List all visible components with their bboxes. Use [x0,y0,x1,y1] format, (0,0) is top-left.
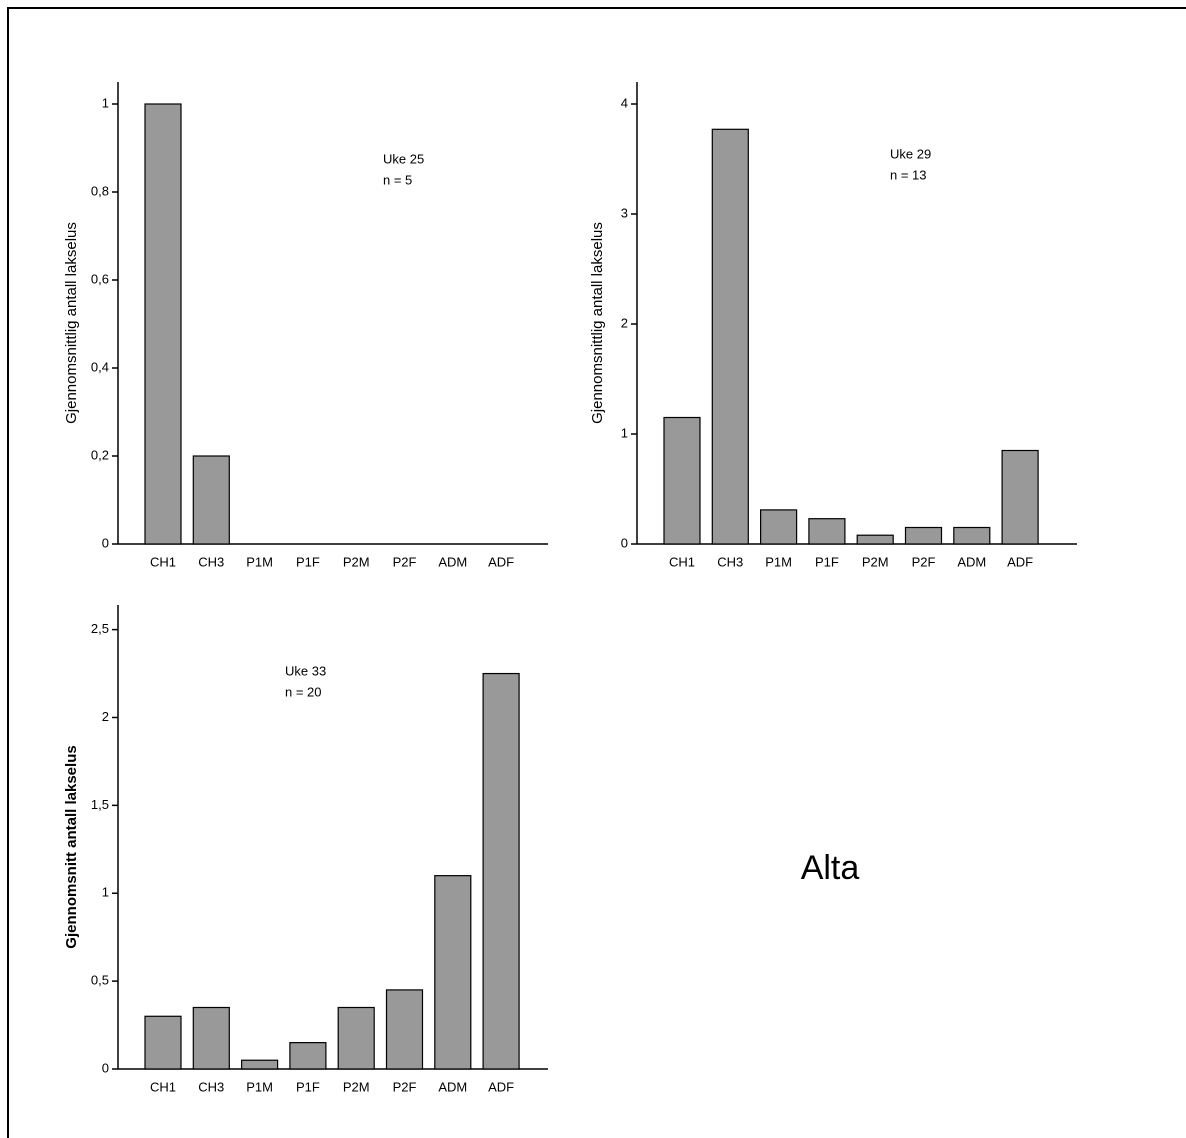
x-tick-label: P2M [862,554,889,569]
y-tick-label: 2,5 [91,621,109,636]
bar [385,989,424,1070]
frame [7,7,1186,1138]
annotation: n = 5 [383,172,412,187]
y-tick-label: 4 [621,95,628,110]
bar [144,103,182,545]
x-tick-label: P2M [343,1079,370,1094]
bar [663,416,701,545]
y-axis-label: Gjennomsnittlig antall lakselus [589,222,606,424]
bar [241,1059,279,1070]
x-tick-label: CH1 [150,1079,176,1094]
x-tick-label: ADM [438,1079,467,1094]
y-axis-label: Gjennomsnitt antall lakselus [63,745,80,948]
x-tick-label: ADM [957,554,986,569]
x-tick-label: P1F [815,554,839,569]
x-tick-label: ADF [488,1079,514,1094]
x-tick-label: P2F [393,554,417,569]
y-tick-label: 2 [621,315,628,330]
bar [192,455,230,545]
x-tick-label: CH3 [198,1079,224,1094]
x-tick-label: P2F [912,554,936,569]
y-tick-label: 0,5 [91,973,109,988]
x-tick-label: P1M [246,554,273,569]
bar [711,128,749,545]
x-tick-label: ADF [1007,554,1033,569]
y-tick-label: 1,5 [91,797,109,812]
y-tick-label: 1 [102,885,109,900]
bar [808,518,846,545]
x-tick-label: CH1 [150,554,176,569]
y-tick-label: 1 [621,425,628,440]
bar [434,875,472,1070]
bar [337,1006,375,1070]
x-tick-label: CH1 [669,554,695,569]
bar [1001,449,1039,545]
y-tick-label: 2 [102,709,109,724]
x-tick-label: P1F [296,1079,320,1094]
y-tick-label: 0,6 [91,271,109,286]
annotation: Uke 25 [383,151,424,166]
y-tick-label: 0,4 [91,359,109,374]
y-tick-label: 0,8 [91,183,109,198]
x-tick-label: P1M [765,554,792,569]
bar [482,672,520,1070]
y-tick-label: 0 [621,535,628,550]
bar [289,1042,327,1070]
y-tick-label: 0 [102,1060,109,1075]
annotation: Uke 33 [285,663,326,678]
bar [856,534,894,545]
site-label: Alta [801,849,860,887]
x-tick-label: P2F [393,1079,417,1094]
x-tick-label: ADM [438,554,467,569]
x-tick-label: CH3 [198,554,224,569]
bar [144,1015,182,1070]
x-tick-label: P1M [246,1079,273,1094]
annotation: n = 13 [890,167,927,182]
y-tick-label: 0,2 [91,447,109,462]
bar [192,1006,230,1070]
x-tick-label: P2M [343,554,370,569]
x-tick-label: CH3 [717,554,743,569]
y-tick-label: 3 [621,205,628,220]
bar [759,509,798,545]
x-tick-label: ADF [488,554,514,569]
annotation: Uke 29 [890,146,931,161]
y-tick-label: 0 [102,535,109,550]
bar [904,526,943,545]
y-tick-label: 1 [102,95,109,110]
y-axis-label: Gjennomsnittlig antall lakselus [63,222,80,424]
x-tick-label: P1F [296,554,320,569]
annotation: n = 20 [285,684,322,699]
bar [953,526,991,545]
